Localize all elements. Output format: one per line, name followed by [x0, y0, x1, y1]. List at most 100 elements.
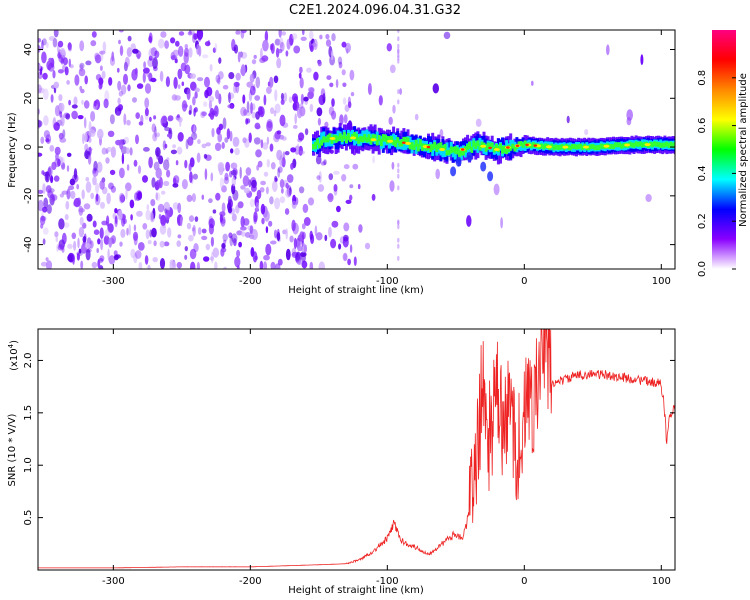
- colorbar-tick-label: 0.8: [697, 70, 708, 86]
- heatmap-noise-cell: [342, 97, 347, 105]
- heatmap-noise-cell: [65, 113, 71, 120]
- heatmap-noise-cell: [129, 147, 133, 156]
- heatmap-noise-cell: [285, 248, 291, 261]
- heatmap-noise-cell: [364, 242, 371, 250]
- heatmap-ridge-cell: [336, 136, 340, 142]
- heatmap-noise-cell: [107, 223, 114, 233]
- heatmap-noise-cell: [189, 171, 193, 184]
- heatmap-noise-cell: [300, 36, 307, 41]
- heatmap-noise-cell: [49, 145, 55, 152]
- heatmap-noise-cell: [253, 137, 261, 145]
- heatmap-noise-cell: [98, 83, 103, 90]
- heatmap-ridge-cell: [661, 142, 665, 148]
- heatmap-noise-cell: [284, 208, 290, 215]
- heatmap-ridge-cell: [377, 134, 381, 142]
- heatmap-noise-cell: [66, 152, 72, 157]
- snr-panel: -300 -200 -100 0 100 0.5 1.0 1.5 2.0 Height of …: [7, 328, 676, 596]
- heatmap-noise-cell: [211, 110, 218, 115]
- heatmap-noise-cell: [202, 54, 209, 59]
- heatmap-noise-cell: [273, 75, 279, 84]
- heatmap-noise-cell: [236, 230, 243, 236]
- heatmap-noise-cell: [107, 248, 110, 261]
- heatmap-streak-cell: [397, 243, 400, 249]
- heatmap-ridge-cell: [435, 144, 439, 152]
- heatmap-noise-cell: [331, 110, 337, 120]
- heatmap-noise-cell: [46, 204, 52, 214]
- heatmap-ridge-cell: [474, 142, 478, 149]
- heatmap-noise-cell: [208, 218, 215, 229]
- heatmap-noise-cell: [80, 88, 85, 94]
- heatmap-noise-cell: [301, 260, 308, 269]
- heatmap-noise-cell: [262, 142, 269, 150]
- x-tick-label: -100: [376, 576, 399, 587]
- heatmap-noise-cell: [201, 228, 207, 234]
- heatmap-noise-cell: [324, 121, 329, 128]
- heatmap-ridge-cell: [320, 132, 324, 145]
- heatmap-noise-cell: [303, 217, 311, 226]
- heatmap-ridge-cell: [353, 136, 357, 146]
- heatmap-noise-cell: [58, 132, 64, 140]
- heatmap-noise-cell: [341, 41, 347, 48]
- heatmap-noise-cell: [317, 184, 325, 192]
- heatmap-noise-cell: [43, 115, 49, 126]
- heatmap-noise-cell: [435, 168, 441, 180]
- heatmap-noise-cell: [113, 254, 119, 261]
- heatmap-ridge-cell: [324, 137, 328, 143]
- heatmap-noise-cell: [84, 143, 89, 152]
- heatmap-noise-cell: [227, 104, 234, 109]
- heatmap-noise-cell: [222, 117, 227, 130]
- heatmap-noise-cell: [144, 107, 149, 117]
- heatmap-noise-cell: [135, 112, 140, 119]
- heatmap-ridge-cell: [476, 142, 480, 153]
- heatmap-noise-cell: [219, 214, 223, 223]
- heatmap-noise-cell: [76, 252, 80, 261]
- heatmap-noise-cell: [253, 211, 258, 223]
- heatmap-noise-cell: [125, 188, 128, 200]
- heatmap-noise-cell: [73, 197, 81, 208]
- heatmap-noise-cell: [214, 261, 218, 269]
- heatmap-noise-cell: [210, 172, 214, 182]
- heatmap-noise-cell: [306, 67, 312, 73]
- heatmap-noise-cell: [150, 212, 154, 221]
- heatmap-noise-cell: [327, 193, 334, 200]
- heatmap-ridge-cell: [513, 146, 517, 152]
- heatmap-noise-cell: [166, 169, 171, 178]
- heatmap-noise-cell: [349, 69, 355, 81]
- heatmap-noise-cell: [176, 114, 180, 119]
- heatmap-ridge-cell: [499, 143, 502, 149]
- heatmap-ridge-cell: [330, 137, 334, 144]
- heatmap-noise-cell: [320, 88, 326, 98]
- y-tick-label: 20: [23, 92, 34, 105]
- heatmap-ridge-cell: [630, 142, 634, 148]
- heatmap-noise-cell: [234, 256, 241, 268]
- heatmap-noise-cell: [318, 261, 325, 269]
- heatmap-noise-cell: [67, 243, 73, 249]
- heatmap-noise-cell: [176, 261, 182, 269]
- heatmap-noise-cell: [331, 98, 335, 107]
- heatmap-ridge-cell: [381, 134, 385, 142]
- heatmap-noise-cell: [270, 43, 275, 54]
- heatmap-noise-cell: [262, 39, 269, 52]
- heatmap-noise-cell: [84, 132, 88, 143]
- heatmap-noise-cell: [188, 215, 195, 223]
- heatmap-noise-cell: [42, 227, 49, 235]
- heatmap-ridge-cell: [336, 130, 340, 141]
- heatmap-noise-cell: [302, 203, 309, 213]
- heatmap-noise-cell: [235, 30, 241, 35]
- heatmap-noise-cell: [201, 143, 207, 149]
- heatmap-noise-cell: [157, 203, 165, 213]
- heatmap-noise-cell: [46, 42, 49, 49]
- heatmap-ridge-cell: [577, 144, 581, 150]
- heatmap-noise-cell: [184, 159, 188, 169]
- heatmap-noise-cell: [211, 127, 215, 138]
- heatmap-noise-cell: [208, 95, 215, 103]
- heatmap-noise-cell: [215, 192, 221, 201]
- heatmap-ridge-cell: [408, 136, 412, 148]
- heatmap-noise-cell: [71, 104, 78, 109]
- heatmap-noise-cell: [99, 179, 105, 190]
- heatmap-noise-cell: [114, 215, 118, 225]
- heatmap-noise-cell: [173, 175, 180, 184]
- heatmap-noise-cell: [250, 185, 257, 193]
- x-tick-label: 100: [652, 576, 671, 587]
- heatmap-ridge-cell: [346, 132, 350, 141]
